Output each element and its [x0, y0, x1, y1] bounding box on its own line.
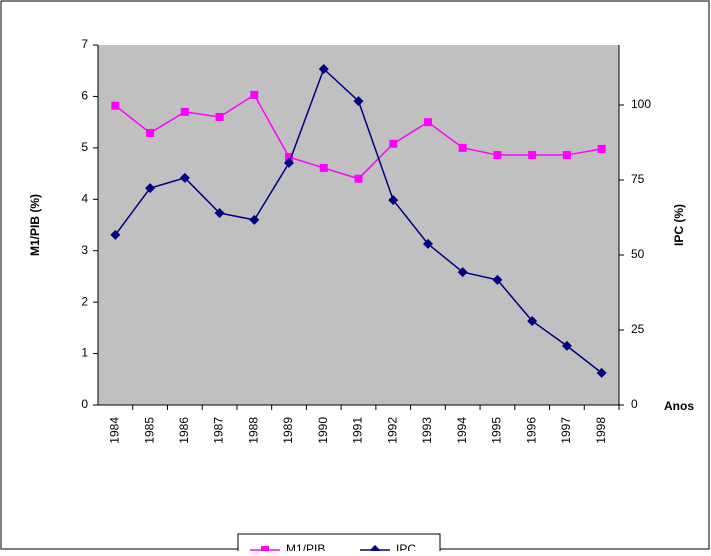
y2-tick-label: 25: [631, 322, 645, 336]
marker: [457, 267, 468, 278]
x-tick-label: 1994: [455, 417, 469, 444]
marker: [493, 151, 502, 160]
marker: [561, 340, 572, 351]
x-tick-label: 1993: [420, 417, 434, 444]
marker: [249, 214, 260, 225]
marker: [215, 113, 224, 121]
marker: [145, 183, 156, 194]
marker: [180, 107, 189, 116]
y2-tick-label: 0: [631, 397, 638, 411]
marker: [214, 208, 225, 218]
marker: [422, 238, 433, 249]
marker: [261, 546, 269, 554]
marker: [388, 195, 399, 206]
marker: [423, 118, 432, 127]
y-tick-label: 5: [81, 140, 88, 154]
marker: [596, 367, 607, 378]
x-tick-label: 1998: [594, 417, 608, 444]
x-tick-label: 1989: [281, 417, 295, 444]
x-tick-label: 1992: [385, 417, 399, 444]
x-tick-label: 1987: [212, 417, 226, 444]
marker: [528, 151, 537, 160]
legend-label: IPC: [396, 542, 416, 551]
marker: [458, 143, 467, 152]
marker: [597, 144, 606, 153]
y-axis-label: M1/PIB (%): [28, 194, 42, 256]
y2-axis-label: IPC (%): [672, 204, 686, 246]
marker: [146, 128, 155, 137]
marker: [353, 96, 364, 107]
marker: [527, 316, 538, 326]
y-tick-label: 3: [81, 243, 88, 257]
y2-tick-label: 50: [631, 247, 645, 261]
marker: [389, 139, 398, 148]
y-tick-label: 7: [81, 37, 88, 51]
x-tick-label: 1991: [351, 417, 365, 444]
marker: [319, 163, 328, 172]
marker: [285, 153, 294, 162]
marker: [250, 90, 259, 99]
x-tick-label: 1995: [490, 417, 504, 444]
y-tick-label: 4: [81, 191, 88, 205]
x-tick-label: 1984: [108, 417, 122, 444]
legend-label: M1/PIB: [286, 542, 325, 551]
y2-tick-label: 75: [631, 172, 645, 186]
x-tick-label: 1985: [142, 417, 156, 444]
x-tick-label: 1988: [246, 417, 260, 444]
y-tick-label: 2: [81, 294, 88, 308]
marker: [354, 174, 363, 183]
marker: [110, 229, 121, 240]
y-tick-label: 0: [81, 397, 88, 411]
marker: [492, 274, 503, 285]
marker: [179, 172, 190, 183]
y-tick-label: 1: [81, 346, 88, 360]
y2-tick-label: 100: [631, 97, 651, 111]
marker: [318, 64, 329, 74]
x-axis-label: Anos: [664, 399, 694, 413]
x-tick-label: 1997: [559, 417, 573, 444]
marker: [111, 101, 120, 110]
marker: [284, 157, 295, 168]
marker: [562, 151, 571, 160]
x-tick-label: 1996: [524, 417, 538, 444]
x-tick-label: 1986: [177, 417, 191, 444]
x-tick-label: 1990: [316, 417, 330, 444]
y-tick-label: 6: [81, 89, 88, 103]
